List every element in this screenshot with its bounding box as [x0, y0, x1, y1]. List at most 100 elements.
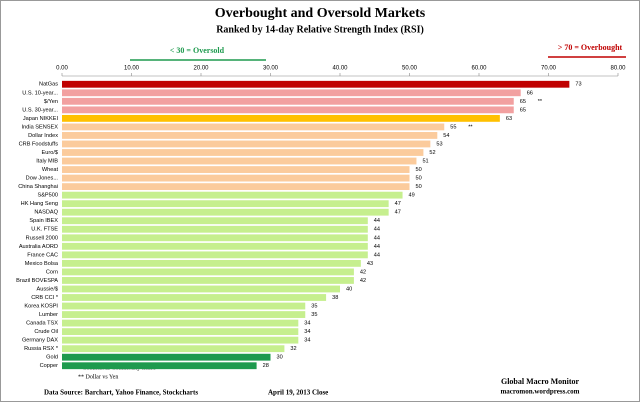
x-tick-label: 30.00 [263, 66, 279, 72]
y-tick-label: CRB Foodstuffs [19, 141, 59, 147]
x-tick-label: 0.00 [56, 66, 68, 72]
value-label: 34 [304, 321, 310, 327]
flag: ** [468, 124, 473, 130]
bar [62, 208, 389, 216]
bar [62, 157, 417, 165]
bar [62, 191, 403, 199]
y-tick-label: Dollar Index [28, 133, 58, 139]
bar [62, 285, 340, 293]
bar [62, 328, 299, 336]
value-label: 65 [520, 99, 526, 105]
website: macromon.wordpress.com [500, 388, 579, 396]
bar [62, 97, 514, 105]
bar [62, 200, 389, 208]
value-label: 65 [520, 107, 526, 113]
value-label: 38 [332, 295, 338, 301]
y-tick-label: NatGas [39, 82, 58, 88]
y-tick-label: Gold [46, 355, 58, 361]
value-label: 43 [367, 261, 373, 267]
bar [62, 234, 368, 242]
y-tick-label: Italy MIB [36, 159, 58, 165]
bar [62, 277, 354, 284]
value-label: 47 [395, 210, 401, 216]
y-tick-label: Copper [40, 363, 58, 369]
bar [62, 353, 271, 361]
date: April 19, 2013 Close [268, 389, 328, 397]
value-label: 52 [429, 150, 435, 156]
bar [62, 80, 570, 88]
value-label: 55 [450, 124, 456, 130]
x-tick-label: 20.00 [193, 66, 209, 72]
y-tick-label: HK Hang Seng [21, 201, 58, 207]
source: Data Source: Barchart, Yahoo Finance, St… [44, 389, 198, 397]
y-tick-label: CRB CCI * [31, 295, 59, 301]
chart-subtitle: Ranked by 14-day Relative Strength Index… [216, 24, 424, 35]
value-label: 35 [311, 304, 317, 310]
bar [62, 89, 521, 97]
value-label: 42 [360, 269, 366, 275]
value-label: 54 [443, 133, 449, 139]
y-tick-label: $/Yen [44, 99, 58, 105]
y-tick-label: Australia AORD [19, 244, 58, 250]
y-tick-label: Wheat [42, 167, 59, 173]
y-tick-label: Korea KOSPI [24, 304, 58, 310]
bar [62, 174, 410, 182]
value-label: 44 [374, 244, 380, 250]
y-tick-label: Brazil BOVESPA [16, 278, 58, 284]
y-tick-label: Canada TSX [26, 321, 58, 327]
y-tick-label: India SENSEX [22, 124, 59, 130]
y-tick-label: Corn [46, 269, 58, 275]
footnote: ** Dollar vs Yen [78, 374, 118, 380]
value-label: 49 [409, 193, 415, 199]
value-label: 50 [416, 176, 422, 182]
bar [62, 268, 354, 276]
bar [62, 166, 410, 173]
y-tick-label: Dow Jones... [26, 176, 59, 182]
bar [62, 242, 368, 250]
bar [62, 251, 368, 259]
value-label: 34 [304, 329, 310, 335]
bar [62, 294, 327, 301]
value-label: 44 [374, 252, 380, 258]
chart-title: Overbought and Oversold Markets [215, 6, 426, 21]
y-tick-label: Euro/$ [42, 150, 59, 156]
bar [62, 132, 438, 139]
flag: ** [538, 99, 543, 105]
value-label: 44 [374, 218, 380, 224]
y-tick-label: China Shanghai [18, 184, 58, 190]
value-label: 35 [311, 312, 317, 318]
value-label: 44 [374, 227, 380, 233]
bar [62, 140, 431, 148]
x-tick-label: 80.00 [610, 66, 626, 72]
oversold-note: < 30 = Oversold [170, 46, 225, 55]
bar [62, 106, 514, 114]
value-label: 50 [416, 184, 422, 190]
value-label: 28 [263, 363, 269, 369]
brand: Global Macro Monitor [501, 377, 580, 386]
bar [62, 123, 445, 131]
bar [62, 259, 361, 267]
y-tick-label: Crude Oil [34, 329, 58, 335]
x-tick-label: 10.00 [124, 66, 140, 72]
x-tick-label: 60.00 [471, 66, 487, 72]
x-tick-label: 70.00 [541, 66, 557, 72]
value-label: 53 [436, 141, 442, 147]
bar [62, 319, 299, 327]
y-tick-label: Aussie/$ [37, 286, 59, 292]
value-label: 66 [527, 90, 533, 96]
y-tick-label: NASDAQ [34, 210, 58, 216]
y-tick-label: Lumber [39, 312, 58, 318]
bar [62, 336, 299, 344]
value-label: 44 [374, 235, 380, 241]
y-tick-label: Spain IBEX [29, 218, 58, 224]
bar [62, 362, 257, 370]
y-tick-label: Russell 2000 [26, 235, 58, 241]
bar [62, 311, 306, 318]
y-tick-label: France CAC [27, 252, 58, 258]
value-label: 63 [506, 116, 512, 122]
overbought-note: > 70 = Overbought [558, 43, 623, 52]
value-label: 34 [304, 338, 310, 344]
y-tick-label: U.S. 10-year... [22, 90, 58, 96]
value-label: 40 [346, 286, 352, 292]
